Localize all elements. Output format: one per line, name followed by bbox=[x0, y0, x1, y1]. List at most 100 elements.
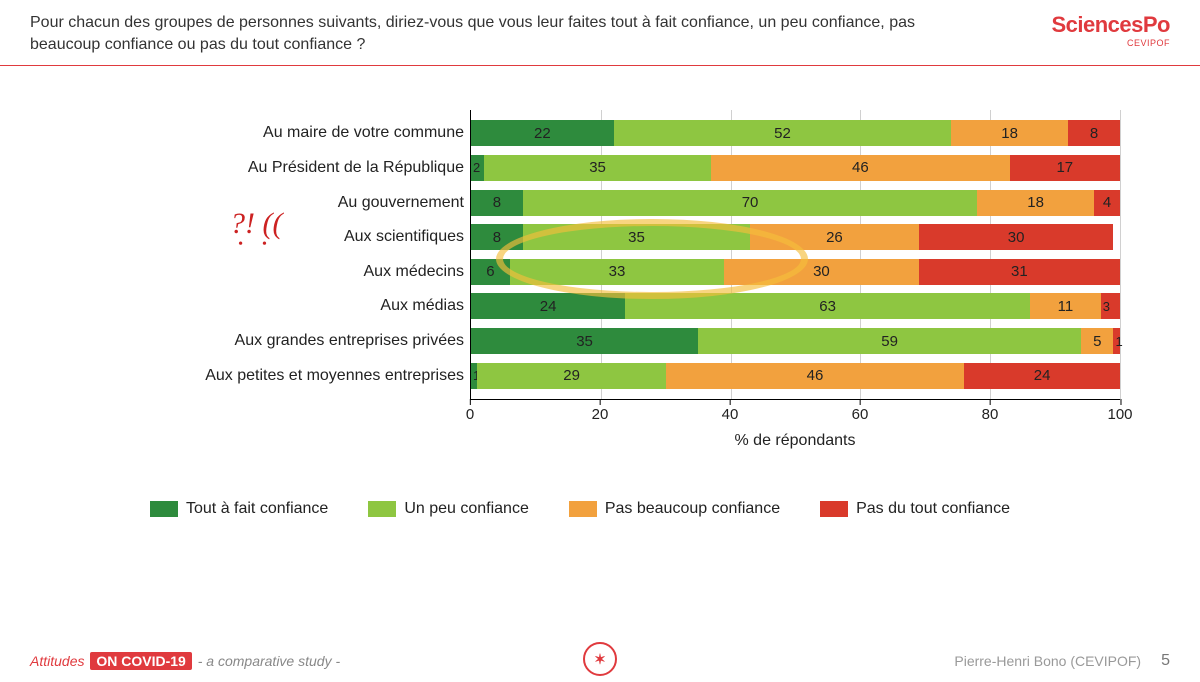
x-tick: 100 bbox=[1107, 400, 1132, 423]
segment-value: 31 bbox=[1011, 263, 1028, 280]
segment-value: 59 bbox=[881, 333, 898, 350]
bar-segment: 17 bbox=[1010, 155, 1120, 181]
x-axis-label: % de répondants bbox=[470, 432, 1120, 450]
bar-row: Aux médias2463113 bbox=[471, 293, 1120, 319]
segment-value: 2 bbox=[473, 160, 480, 175]
bar-segment: 29 bbox=[477, 363, 665, 389]
bar-row: Au maire de votre commune2252188 bbox=[471, 120, 1120, 146]
logo-sub-text: CEVIPOF bbox=[1051, 38, 1170, 48]
bar-segment: 70 bbox=[523, 190, 977, 216]
segment-value: 35 bbox=[628, 229, 645, 246]
segment-value: 22 bbox=[534, 125, 551, 142]
x-tick: 20 bbox=[592, 400, 609, 423]
seal-icon: ✶ bbox=[583, 642, 617, 676]
bar-segment: 22 bbox=[471, 120, 614, 146]
segment-value: 63 bbox=[819, 298, 836, 315]
bar-segment: 11 bbox=[1030, 293, 1101, 319]
category-label: Aux scientifiques bbox=[164, 228, 464, 246]
bar-segment: 31 bbox=[919, 259, 1120, 285]
bar-segment: 35 bbox=[484, 155, 711, 181]
category-label: Aux médias bbox=[164, 297, 464, 315]
segment-value: 4 bbox=[1103, 194, 1111, 211]
bar-segment: 59 bbox=[698, 328, 1081, 354]
gridline bbox=[1120, 110, 1121, 399]
segment-value: 52 bbox=[774, 125, 791, 142]
bar-segment: 30 bbox=[724, 259, 919, 285]
bar-segment: 33 bbox=[510, 259, 724, 285]
footer-badge: ON COVID-19 bbox=[90, 652, 191, 670]
bar-segment: 18 bbox=[977, 190, 1094, 216]
segment-value: 6 bbox=[486, 263, 494, 280]
bar-row: Au gouvernement870184 bbox=[471, 190, 1120, 216]
bar-segment: 24 bbox=[471, 293, 625, 319]
legend-label: Pas beaucoup confiance bbox=[605, 500, 780, 518]
legend-swatch bbox=[569, 501, 597, 517]
footer-right: Pierre-Henri Bono (CEVIPOF) 5 bbox=[954, 652, 1170, 670]
bar-segment: 35 bbox=[471, 328, 698, 354]
segment-value: 70 bbox=[742, 194, 759, 211]
survey-question: Pour chacun des groupes de personnes sui… bbox=[30, 12, 930, 55]
bar-segment: 35 bbox=[523, 224, 750, 250]
segment-value: 8 bbox=[1090, 125, 1098, 142]
segment-value: 18 bbox=[1001, 125, 1018, 142]
bar-segment: 1 bbox=[1113, 328, 1119, 354]
category-label: Au maire de votre commune bbox=[164, 124, 464, 142]
category-label: Au Président de la République bbox=[164, 159, 464, 177]
footer-prefix: Attitudes bbox=[30, 653, 84, 669]
page-number: 5 bbox=[1161, 652, 1170, 670]
bar-segment: 46 bbox=[711, 155, 1010, 181]
footer-suffix: - a comparative study - bbox=[198, 653, 340, 669]
category-label: Aux petites et moyennes entreprises bbox=[164, 367, 464, 385]
bar-rows: Au maire de votre commune2252188Au Prési… bbox=[471, 110, 1120, 399]
legend-label: Tout à fait confiance bbox=[186, 500, 328, 518]
bar-row: Au Président de la République2354617 bbox=[471, 155, 1120, 181]
segment-value: 11 bbox=[1058, 298, 1074, 315]
bar-segment: 26 bbox=[750, 224, 919, 250]
legend-item: Pas beaucoup confiance bbox=[569, 500, 780, 518]
bar-segment: 8 bbox=[1068, 120, 1120, 146]
category-label: Au gouvernement bbox=[164, 194, 464, 212]
x-tick: 40 bbox=[722, 400, 739, 423]
chart-container: Au maire de votre commune2252188Au Prési… bbox=[170, 110, 1130, 480]
legend-label: Un peu confiance bbox=[404, 500, 529, 518]
segment-value: 46 bbox=[807, 367, 824, 384]
segment-value: 18 bbox=[1027, 194, 1044, 211]
segment-value: 17 bbox=[1056, 159, 1073, 176]
segment-value: 24 bbox=[540, 298, 557, 315]
bar-segment: 18 bbox=[951, 120, 1068, 146]
segment-value: 3 bbox=[1103, 299, 1110, 314]
bar-row: Aux petites et moyennes entreprises12946… bbox=[471, 363, 1120, 389]
bar-segment: 3 bbox=[1101, 293, 1120, 319]
logo-main-text: SciencesPo bbox=[1051, 12, 1170, 38]
bar-segment: 4 bbox=[1094, 190, 1120, 216]
x-axis-ticks: 020406080100 bbox=[470, 400, 1120, 430]
legend-item: Tout à fait confiance bbox=[150, 500, 328, 518]
segment-value: 8 bbox=[493, 229, 501, 246]
bar-row: Aux médecins6333031 bbox=[471, 259, 1120, 285]
slide-footer: Attitudes ON COVID-19 - a comparative st… bbox=[0, 640, 1200, 682]
x-tick: 80 bbox=[982, 400, 999, 423]
bar-segment: 30 bbox=[919, 224, 1114, 250]
bar-segment: 63 bbox=[625, 293, 1030, 319]
chart-legend: Tout à fait confiance Un peu confiance Pas… bbox=[150, 500, 1100, 518]
bar-segment: 8 bbox=[471, 190, 523, 216]
legend-item: Pas du tout confiance bbox=[820, 500, 1010, 518]
footer-left: Attitudes ON COVID-19 - a comparative st… bbox=[30, 653, 340, 669]
x-tick: 60 bbox=[852, 400, 869, 423]
sciencespo-logo: SciencesPo CEVIPOF bbox=[1051, 12, 1170, 48]
legend-swatch bbox=[820, 501, 848, 517]
segment-value: 5 bbox=[1093, 333, 1101, 350]
bar-segment: 52 bbox=[614, 120, 951, 146]
segment-value: 35 bbox=[589, 159, 606, 176]
bar-row: Aux grandes entreprises privées355951 bbox=[471, 328, 1120, 354]
segment-value: 26 bbox=[826, 229, 843, 246]
legend-item: Un peu confiance bbox=[368, 500, 529, 518]
segment-value: 24 bbox=[1034, 367, 1051, 384]
bar-segment: 24 bbox=[964, 363, 1120, 389]
segment-value: 29 bbox=[563, 367, 580, 384]
bar-segment: 6 bbox=[471, 259, 510, 285]
category-label: Aux grandes entreprises privées bbox=[164, 332, 464, 350]
segment-value: 35 bbox=[576, 333, 593, 350]
x-tick: 0 bbox=[466, 400, 474, 423]
footer-seal: ✶ bbox=[583, 642, 617, 676]
